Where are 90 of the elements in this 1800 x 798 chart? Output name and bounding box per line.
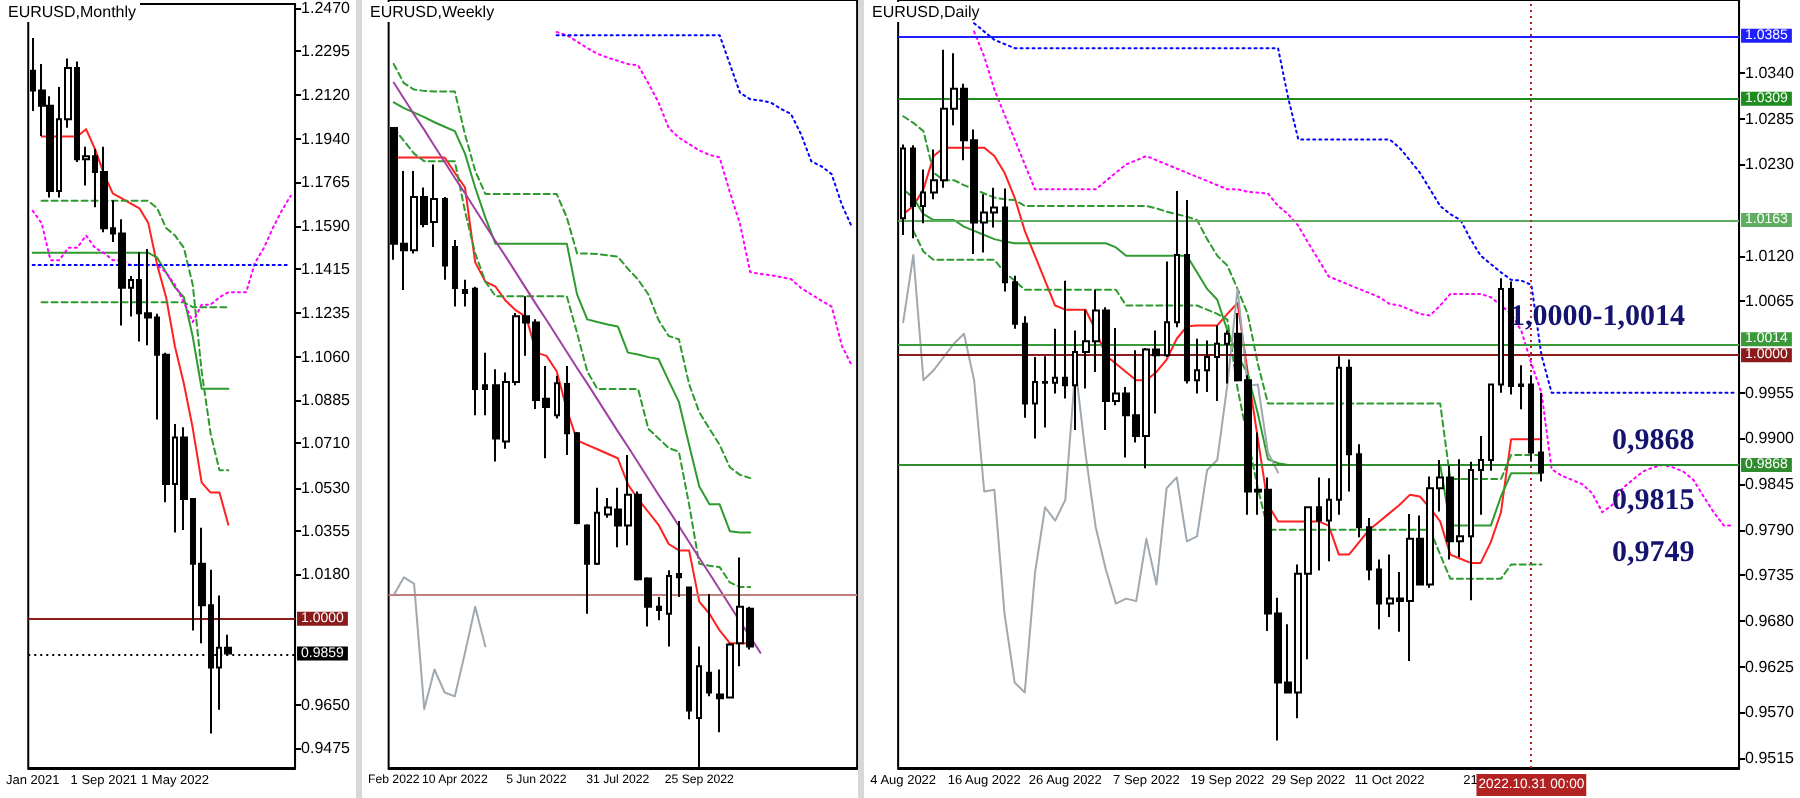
- chart-title: EURUSD,Monthly: [8, 3, 137, 21]
- candlestick: [100, 145, 108, 234]
- y-tick-label: 1.1590: [301, 216, 352, 235]
- candlestick: [584, 523, 590, 615]
- y-tick-label: 0.9515: [1745, 749, 1796, 768]
- candlestick: [1042, 355, 1048, 429]
- candlestick: [1174, 189, 1180, 329]
- y-tick-label: 1.0340: [1745, 64, 1796, 83]
- y-tick-label: 1.0230: [1745, 155, 1796, 174]
- candlestick: [1062, 279, 1068, 400]
- candlestick: [462, 278, 468, 308]
- line-series: [40, 128, 230, 526]
- candlestick: [666, 569, 672, 648]
- candlestick: [1204, 339, 1210, 393]
- y-tick-label: 0.9475: [301, 739, 352, 758]
- line-series: [902, 253, 1280, 694]
- y-tick-label: 0.9955: [1745, 383, 1796, 402]
- line-series: [973, 30, 1735, 527]
- y-tick-label: 1.2470: [301, 0, 352, 17]
- candlestick: [1032, 356, 1038, 440]
- y-tick-label: 1.0065: [1745, 292, 1796, 311]
- candlestick: [1346, 358, 1352, 493]
- candlestick: [1538, 391, 1544, 483]
- chart-title: EURUSD,Weekly: [370, 3, 495, 21]
- annotation: 0,9868: [1612, 425, 1695, 457]
- candlestick: [1194, 337, 1200, 395]
- line-series: [40, 199, 230, 472]
- candlestick: [1316, 476, 1322, 572]
- candlestick: [706, 592, 712, 698]
- y-tick-label: 1.0180: [301, 565, 352, 584]
- candlestick: [1366, 517, 1372, 582]
- y-tick-label: 0.9900: [1745, 429, 1796, 448]
- y-tick-label: 1.0285: [1745, 109, 1796, 128]
- y-tick-label: 1.0710: [301, 434, 352, 453]
- y-tick-label: 0.9650: [301, 696, 352, 715]
- y-tick-label: 1.2295: [301, 42, 352, 61]
- candlestick: [1184, 199, 1190, 385]
- candlestick: [1072, 329, 1078, 432]
- y-tick-label: 1.1940: [301, 130, 352, 149]
- candlestick: [1478, 434, 1484, 516]
- line-series: [31, 194, 292, 323]
- candlestick: [564, 365, 570, 457]
- candlestick: [1214, 324, 1220, 403]
- candlestick: [1508, 280, 1514, 396]
- y-tick-label: 1.1765: [301, 173, 352, 192]
- y-tick-label: 1.1060: [301, 347, 352, 366]
- y-tick-label: 1.2120: [301, 85, 352, 104]
- y-tick-label: 0.9680: [1745, 612, 1796, 631]
- candlestick: [686, 585, 692, 721]
- y-tick-label: 0.9735: [1745, 566, 1796, 585]
- candlestick: [482, 351, 488, 417]
- candlestick: [574, 431, 580, 526]
- candlestick: [1498, 277, 1504, 394]
- candlestick: [1002, 187, 1008, 293]
- y-tick-label: 0.9790: [1745, 520, 1796, 539]
- candlestick: [554, 374, 560, 420]
- annotation: 0,9749: [1612, 537, 1695, 569]
- y-tick-label: 1.1415: [301, 259, 352, 278]
- candlestick: [1012, 274, 1018, 330]
- candlestick: [1468, 460, 1474, 602]
- candlestick: [1376, 558, 1382, 631]
- y-tick-label: 1.0355: [301, 521, 352, 540]
- candlestick: [1326, 477, 1332, 563]
- candlestick: [1356, 443, 1362, 539]
- candlestick: [1518, 364, 1524, 411]
- candlestick: [472, 285, 478, 417]
- candlestick: [1336, 355, 1342, 516]
- candlestick: [676, 519, 682, 599]
- candlestick: [1528, 374, 1534, 462]
- candlestick: [1052, 327, 1058, 395]
- y-tick-label: 0.9570: [1745, 703, 1796, 722]
- candlestick: [1022, 315, 1028, 419]
- candlestick: [1164, 260, 1170, 359]
- candlestick: [442, 196, 448, 281]
- y-tick-label: 1.1235: [301, 304, 352, 323]
- candlestick: [594, 486, 600, 567]
- y-tick-label: 1.0885: [301, 390, 352, 409]
- y-tick-label: 1.0120: [1745, 246, 1796, 265]
- candlestick: [910, 144, 916, 240]
- candlestick: [1224, 329, 1230, 385]
- y-tick-label: 0.9625: [1745, 657, 1796, 676]
- chart-title: EURUSD,Daily: [872, 3, 980, 21]
- candlestick: [920, 168, 926, 225]
- y-tick-label: 1.0530: [301, 478, 352, 497]
- candlestick: [452, 239, 458, 308]
- annotation: 0,9815: [1612, 485, 1695, 517]
- candlestick: [1488, 382, 1494, 472]
- line-series: [973, 22, 1735, 394]
- candlestick: [656, 596, 662, 622]
- y-tick-label: 0.9845: [1745, 475, 1796, 494]
